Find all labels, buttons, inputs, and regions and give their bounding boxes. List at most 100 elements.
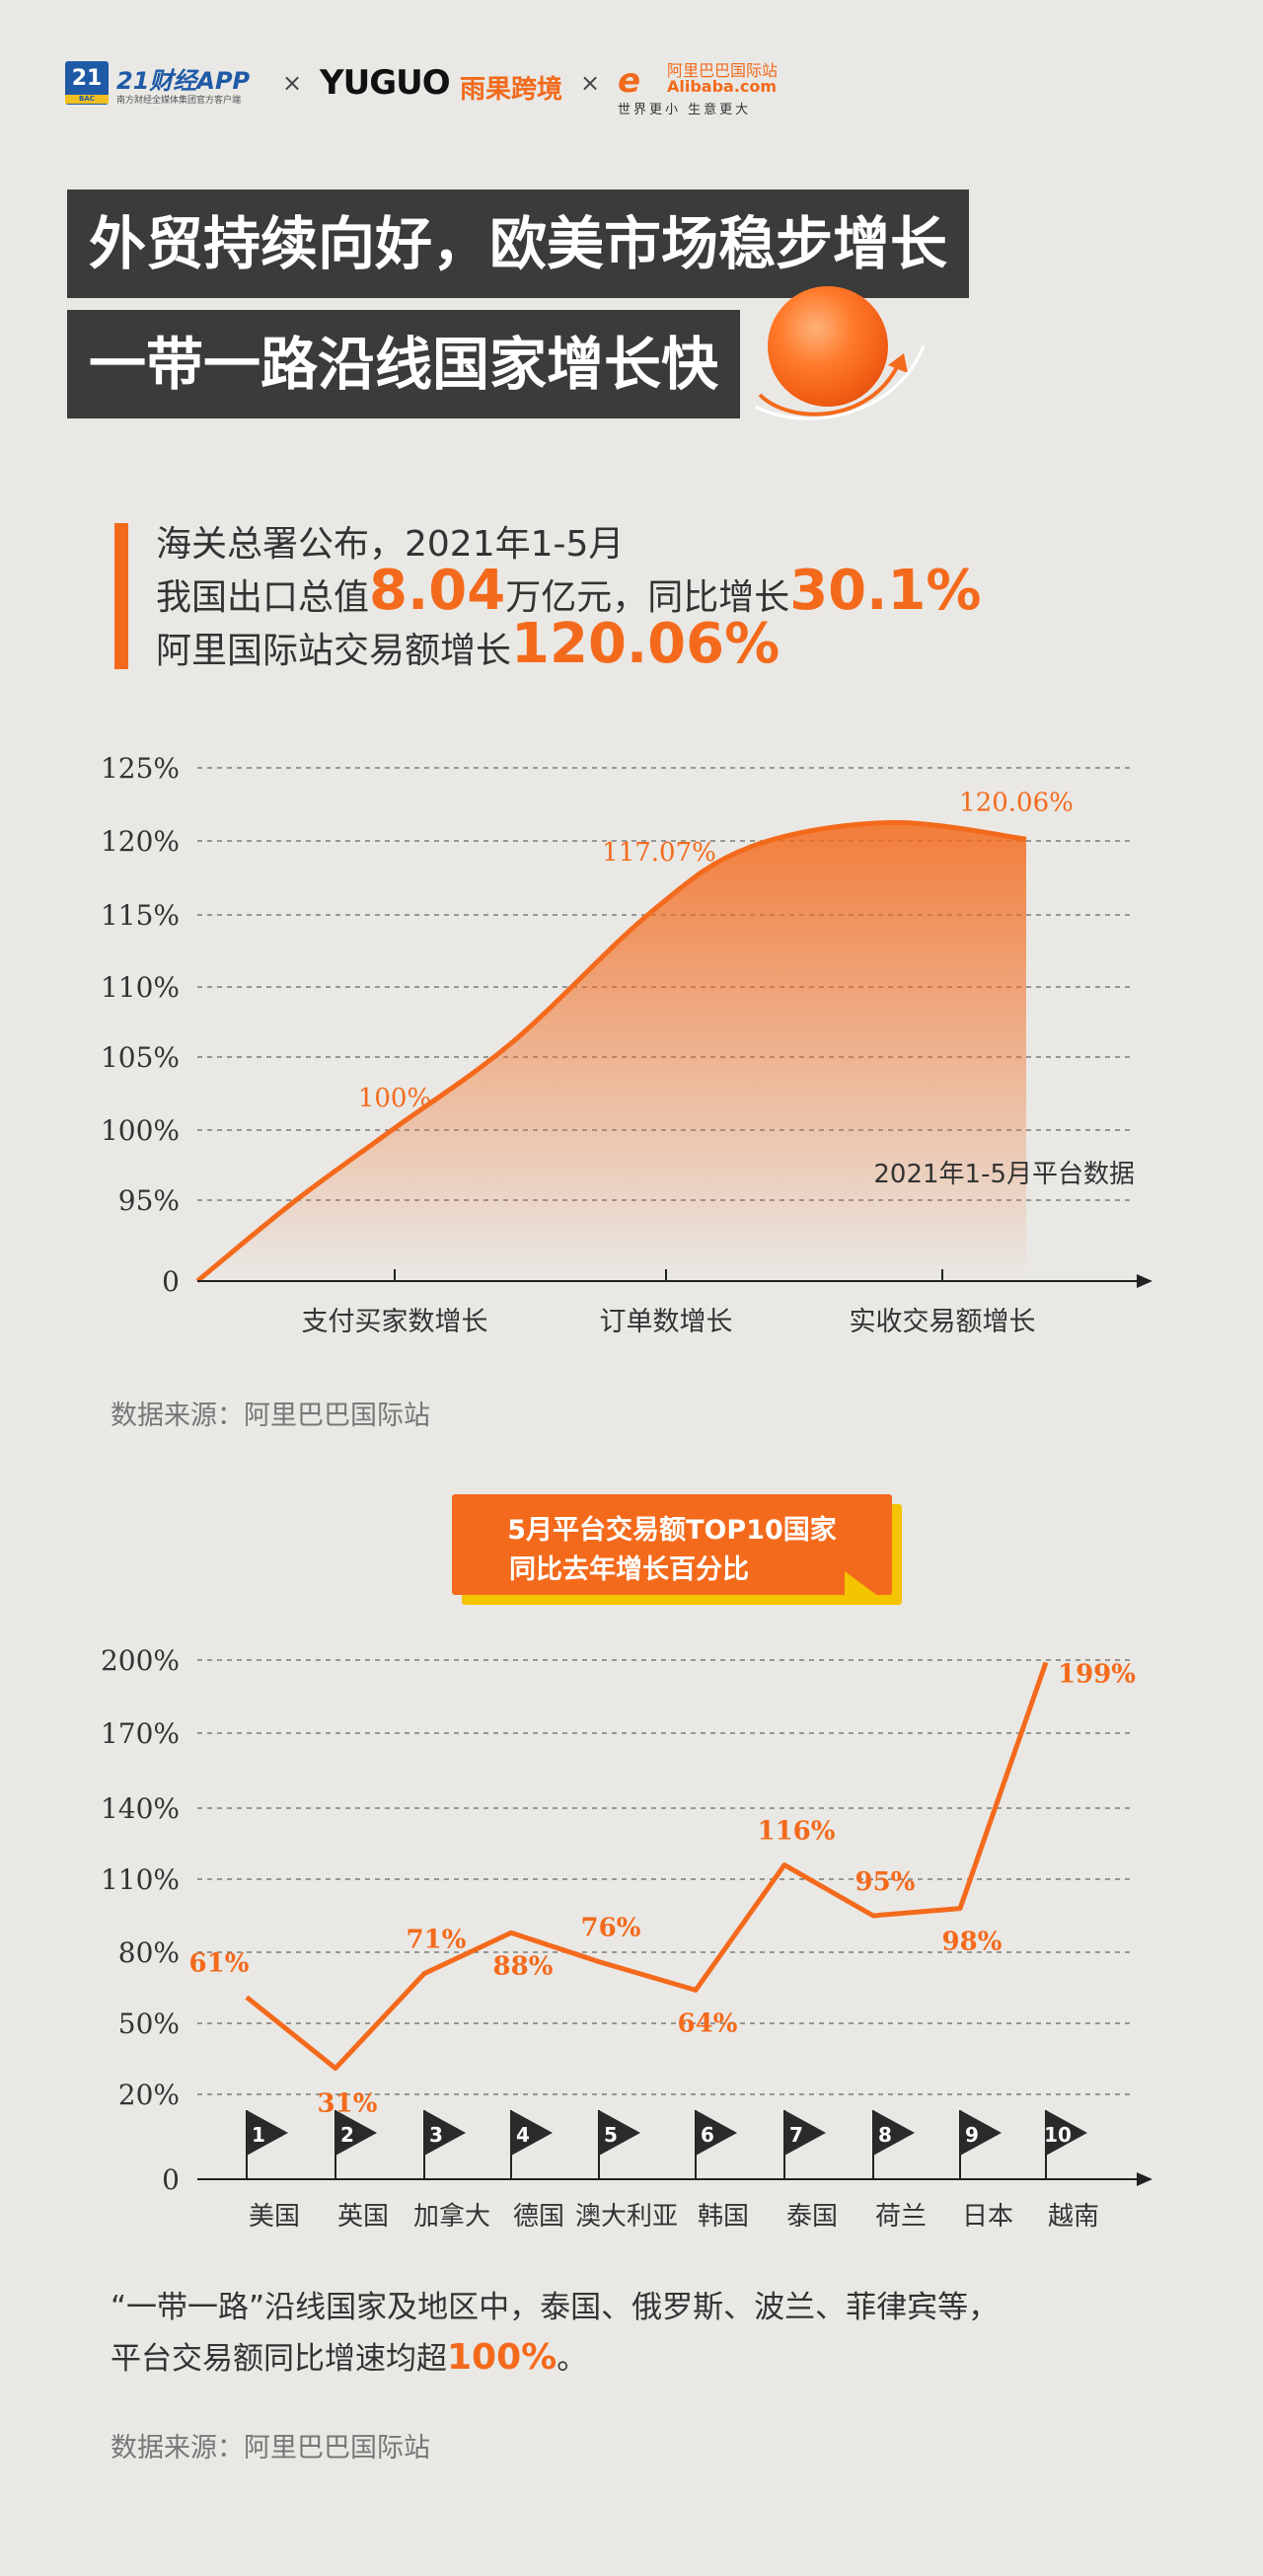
rank-flag-number: 1	[252, 2123, 265, 2147]
logo-21-app-name: 21财经APP	[116, 67, 251, 95]
chart1-x-tick-label: 支付买家数增长	[302, 1307, 488, 1337]
yuguo-logo-cn: 雨果跨境	[460, 75, 563, 105]
chart1-data-label: 117.07%	[602, 838, 716, 868]
logo-21-badge-sub: BAC	[65, 95, 109, 104]
rank-flag-shape	[599, 2110, 640, 2156]
chart2-x-axis-arrow	[1137, 2172, 1152, 2186]
chart1-y-tick-label: 120%	[101, 825, 180, 858]
rank-flag-shape	[784, 2110, 826, 2156]
rank-flag-number: 7	[789, 2123, 803, 2147]
chart2-x-tick-label: 泰国	[786, 2202, 838, 2231]
chart2-y-tick-label: 110%	[101, 1863, 180, 1896]
chart-platform-growth: 0 95% 100% 105% 110% 115% 120% 125% 支付买家数增长 100% 订…	[101, 752, 1152, 1337]
header-logos: 21 BAC 21财经APP 南方财经全媒体集团官方客户端 × YUGUO 雨果…	[65, 57, 795, 117]
alibaba-growth-value: 120.06%	[511, 612, 780, 676]
chart2-x-tick-label: 加拿大	[413, 2202, 490, 2231]
chart2-x-tick-label: 德国	[513, 2202, 564, 2231]
chart1-y-tick-label: 125%	[101, 752, 180, 785]
note-accent-value: 100%	[447, 2337, 557, 2378]
chart2-data-label: 64%	[678, 2008, 738, 2038]
chart1-annotation: 2021年1-5月平台数据	[873, 1160, 1135, 1189]
chart1-series-line	[195, 819, 1027, 1283]
chart2-y-tick-label: 170%	[101, 1717, 180, 1750]
times-separator-2: ×	[580, 69, 601, 97]
chart2-x-tick-label: 越南	[1048, 2202, 1099, 2231]
intro-line-3: 阿里国际站交易额增长120.06%	[156, 612, 780, 676]
export-total-value: 8.04	[369, 559, 506, 623]
chart2-data-label: 31%	[318, 2089, 378, 2119]
top10-banner: 5月平台交易额TOP10国家 同比去年增长百分比	[452, 1494, 892, 1595]
intro-line-3-pre: 阿里国际站交易额增长	[156, 631, 512, 671]
intro-accent-bar	[114, 523, 128, 669]
rank-flag-number: 5	[604, 2123, 618, 2147]
rank-flag-shape	[247, 2110, 288, 2156]
chart1-x-tick-label: 订单数增长	[600, 1307, 733, 1337]
alibaba-slogan: 世界更小 生意更大	[618, 103, 752, 117]
chart2-data-label: 116%	[758, 1817, 836, 1847]
rank-flag-shape	[696, 2110, 737, 2156]
rank-flag-shape	[1046, 2110, 1087, 2156]
chart2-x-tick-label: 韩国	[698, 2202, 749, 2231]
chart1-y-tick-label: 0	[162, 1265, 180, 1298]
chart1-y-tick-label: 115%	[101, 899, 180, 932]
chart1-data-label: 100%	[358, 1084, 431, 1113]
intro-line-1: 海关总署公布，2021年1-5月	[156, 524, 625, 565]
chart2-data-label: 95%	[855, 1867, 916, 1897]
rank-flag-shape	[424, 2110, 466, 2156]
chart1-x-tick-label: 实收交易额增长	[850, 1307, 1036, 1337]
rank-flag-9: 9	[959, 2110, 1002, 2179]
chart-top10-countries: 020%50%80%110%140%170%200%61%31%71%88%76…	[101, 1644, 1152, 2231]
rank-flag-7: 7	[783, 2110, 826, 2179]
belt-road-note-line-2: 平台交易额同比增速均超100%。	[111, 2333, 587, 2378]
rank-flag-shape	[873, 2110, 915, 2156]
banner-line-2: 同比去年增长百分比	[509, 1554, 749, 1585]
chart2-y-tick-label: 0	[162, 2163, 180, 2196]
logo-21-number: 21	[71, 66, 103, 91]
title-line-1: 外贸持续向好，欧美市场稳步增长	[67, 189, 970, 298]
chart1-area-fill	[197, 822, 1026, 1281]
times-separator-1: ×	[282, 69, 303, 97]
intro-line-2-pre: 我国出口总值	[156, 577, 370, 618]
rank-flag-shape	[335, 2110, 377, 2156]
alibaba-logo-en: Alibaba.com	[667, 77, 778, 96]
banner-line-1: 5月平台交易额TOP10国家	[507, 1515, 837, 1546]
rank-flag-number: 10	[1044, 2123, 1072, 2147]
rank-flag-5: 5	[598, 2110, 640, 2179]
chart2-x-tick-label: 美国	[249, 2202, 300, 2231]
orange-ball-decoration	[768, 286, 888, 407]
logo-21-badge: 21 BAC	[65, 61, 109, 105]
rank-flag-number: 8	[878, 2123, 892, 2147]
chart2-data-label: 76%	[581, 1914, 641, 1943]
chart1-y-tick-label: 95%	[118, 1184, 180, 1217]
chart2-y-tick-label: 80%	[118, 1936, 180, 1969]
rank-flag-number: 3	[429, 2123, 443, 2147]
rank-flag-shape	[511, 2110, 553, 2156]
logo-21-app-tagline: 南方财经全媒体集团官方客户端	[116, 96, 242, 106]
chart2-y-tick-label: 20%	[118, 2079, 180, 2111]
intro-line-2-mid: 万亿元，同比增长	[505, 577, 790, 618]
note-line-2-pre: 平台交易额同比增速均超	[111, 2341, 447, 2377]
chart2-x-tick-label: 澳大利亚	[575, 2202, 678, 2231]
rank-flag-number: 9	[965, 2123, 979, 2147]
title-line-2: 一带一路沿线国家增长快	[67, 310, 741, 418]
note-line-2-post: 。	[557, 2341, 588, 2377]
chart2-x-tick-label: 日本	[962, 2202, 1013, 2231]
chart2-x-tick-label: 荷兰	[875, 2202, 927, 2231]
export-growth-value: 30.1%	[789, 559, 982, 623]
chart2-data-label: 199%	[1058, 1659, 1136, 1689]
banner-tail-decoration	[845, 1571, 890, 1605]
rank-flag-number: 4	[516, 2123, 530, 2147]
chart1-data-label: 120.06%	[959, 788, 1074, 817]
orbit-arrow-decoration	[755, 344, 926, 420]
chart2-data-label: 71%	[407, 1926, 467, 1955]
chart1-x-axis-arrow	[1137, 1274, 1152, 1288]
chart2-series-line	[245, 1661, 1049, 2072]
rank-flag-2: 2	[334, 2110, 377, 2179]
chart2-y-tick-label: 50%	[118, 2008, 180, 2040]
rank-flag-10: 10	[1044, 2110, 1087, 2179]
belt-road-note-line-1: “一带一路”沿线国家及地区中，泰国、俄罗斯、波兰、菲律宾等，	[111, 2290, 1000, 2325]
chart1-y-tick-label: 100%	[101, 1114, 180, 1147]
chart2-data-label: 88%	[493, 1951, 554, 1981]
rank-flag-number: 2	[340, 2123, 354, 2147]
chart2-data-label: 98%	[942, 1928, 1003, 1957]
